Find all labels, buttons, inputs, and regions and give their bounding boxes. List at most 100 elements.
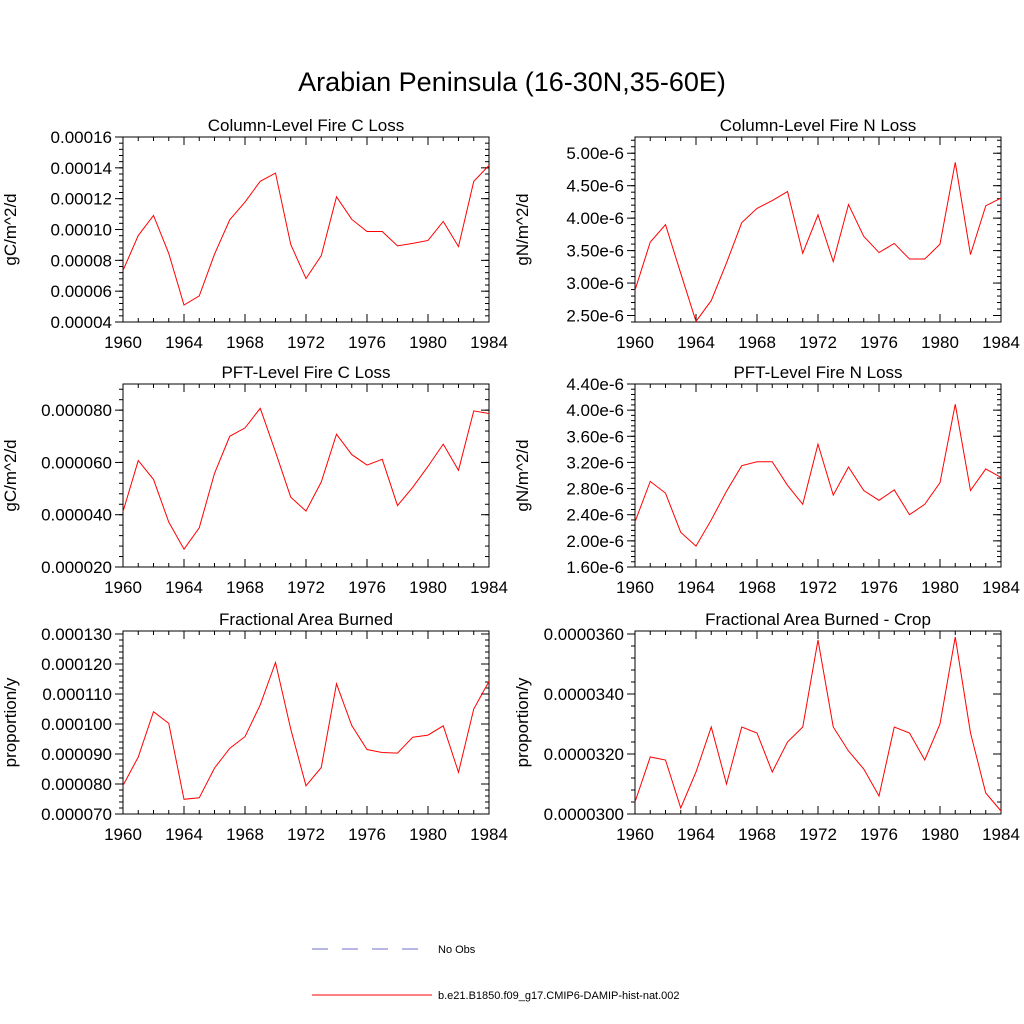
y-tick-label: 0.000020 [41,558,112,577]
y-axis-label: proportion/y [513,677,532,767]
x-tick-label: 1984 [982,825,1020,844]
x-tick-label: 1968 [226,333,264,352]
x-tick-label: 1984 [982,333,1020,352]
x-tick-label: 1972 [799,825,837,844]
x-tick-label: 1960 [104,333,142,352]
legend-model-label: b.e21.B1850.f09_g17.CMIP6-DAMIP-hist-nat… [438,990,680,1002]
series-line [634,404,1002,547]
y-tick-label: 0.000110 [42,685,112,704]
y-tick-label: 0.00010 [51,221,112,240]
x-tick-label: 1972 [287,578,325,597]
y-tick-label: 0.00014 [51,159,112,178]
y-tick-label: 0.000040 [41,506,112,525]
x-tick-label: 1960 [616,333,654,352]
x-tick-label: 1964 [677,333,715,352]
series-line [122,165,490,306]
y-tick-label: 3.60e-6 [566,427,624,446]
y-tick-label: 0.0000300 [544,805,624,824]
figure-title: Arabian Peninsula (16-30N,35-60E) [298,67,726,97]
y-axis-label: gN/m^2/d [513,439,532,511]
chart-panel-3: PFT-Level Fire C Loss gC/m^2/d 1960 1964 196… [1,363,508,597]
x-tick-label: 1980 [921,825,959,844]
x-tick-label: 1984 [470,825,508,844]
x-tick-label: 1984 [470,333,508,352]
y-tick-label: 0.000070 [41,805,112,824]
series-line [634,636,1002,812]
plot-frame [634,383,1002,568]
x-tick-label: 1968 [738,578,776,597]
y-tick-label: 2.80e-6 [566,480,624,499]
x-tick-label: 1980 [921,578,959,597]
x-tick-label: 1980 [409,578,447,597]
x-tick-label: 1984 [470,578,508,597]
y-tick-label: 0.000060 [41,453,112,472]
chart-panels: Column-Level Fire C Loss gC/m^2/d 1960 1964… [1,116,1020,844]
panel-title: Column-Level Fire N Loss [720,116,917,135]
y-tick-label: 3.50e-6 [566,242,624,261]
x-tick-label: 1976 [860,825,898,844]
y-tick-label: 0.00006 [51,282,112,301]
chart-panel-5: Fractional Area Burned proportion/y 1960 19… [1,610,508,844]
x-tick-label: 1968 [226,825,264,844]
y-tick-label: 4.40e-6 [566,375,624,394]
panel-title: PFT-Level Fire N Loss [733,363,902,382]
y-tick-label: 0.000090 [41,745,112,764]
x-tick-label: 1968 [738,825,776,844]
x-tick-label: 1976 [348,578,386,597]
x-tick-label: 1964 [165,333,203,352]
x-tick-label: 1976 [860,333,898,352]
y-tick-label: 2.40e-6 [566,506,624,525]
series-line [634,162,1002,323]
panel-title: Column-Level Fire C Loss [208,116,405,135]
x-tick-label: 1976 [860,578,898,597]
plot-frame [122,383,490,568]
y-tick-label: 4.00e-6 [566,209,624,228]
y-tick-label: 0.00012 [51,190,112,209]
x-tick-label: 1960 [104,825,142,844]
y-tick-label: 0.000100 [41,715,112,734]
x-tick-label: 1968 [226,578,264,597]
x-tick-label: 1976 [348,333,386,352]
x-tick-label: 1964 [677,578,715,597]
x-tick-label: 1960 [616,578,654,597]
y-tick-label: 0.000130 [41,625,112,644]
plot-frame [634,136,1002,323]
x-tick-label: 1980 [921,333,959,352]
x-tick-label: 1964 [165,578,203,597]
y-axis-label: gC/m^2/d [1,439,20,511]
x-tick-label: 1964 [165,825,203,844]
y-tick-label: 0.00016 [51,128,112,147]
y-tick-label: 0.0000320 [544,745,624,764]
x-tick-label: 1964 [677,825,715,844]
y-tick-label: 5.00e-6 [566,144,624,163]
series-line [122,407,490,551]
plot-frame [122,136,490,323]
x-tick-label: 1972 [287,333,325,352]
x-tick-label: 1968 [738,333,776,352]
y-axis-label: proportion/y [1,677,20,767]
y-tick-label: 0.000120 [41,655,112,674]
panel-title: Fractional Area Burned - Crop [705,610,931,629]
y-tick-label: 2.50e-6 [566,307,624,326]
y-tick-label: 4.00e-6 [566,401,624,420]
y-tick-label: 3.00e-6 [566,274,624,293]
y-tick-label: 0.000080 [41,775,112,794]
panel-title: PFT-Level Fire C Loss [221,363,390,382]
y-tick-label: 0.0000360 [544,625,624,644]
legend-obs-label: No Obs [438,944,476,956]
panel-title: Fractional Area Burned [219,610,393,629]
x-tick-label: 1960 [616,825,654,844]
chart-panel-1: Column-Level Fire C Loss gC/m^2/d 1960 1964… [1,116,508,352]
y-tick-label: 2.00e-6 [566,532,624,551]
x-tick-label: 1960 [104,578,142,597]
x-tick-label: 1980 [409,333,447,352]
y-tick-label: 1.60e-6 [566,558,624,577]
x-tick-label: 1984 [982,578,1020,597]
y-tick-label: 0.00004 [51,313,112,332]
legend: No Obs b.e21.B1850.f09_g17.CMIP6-DAMIP-h… [312,944,680,1002]
x-tick-label: 1972 [287,825,325,844]
y-tick-label: 0.0000340 [544,685,624,704]
y-tick-label: 0.00008 [51,251,112,270]
y-tick-label: 4.50e-6 [566,177,624,196]
